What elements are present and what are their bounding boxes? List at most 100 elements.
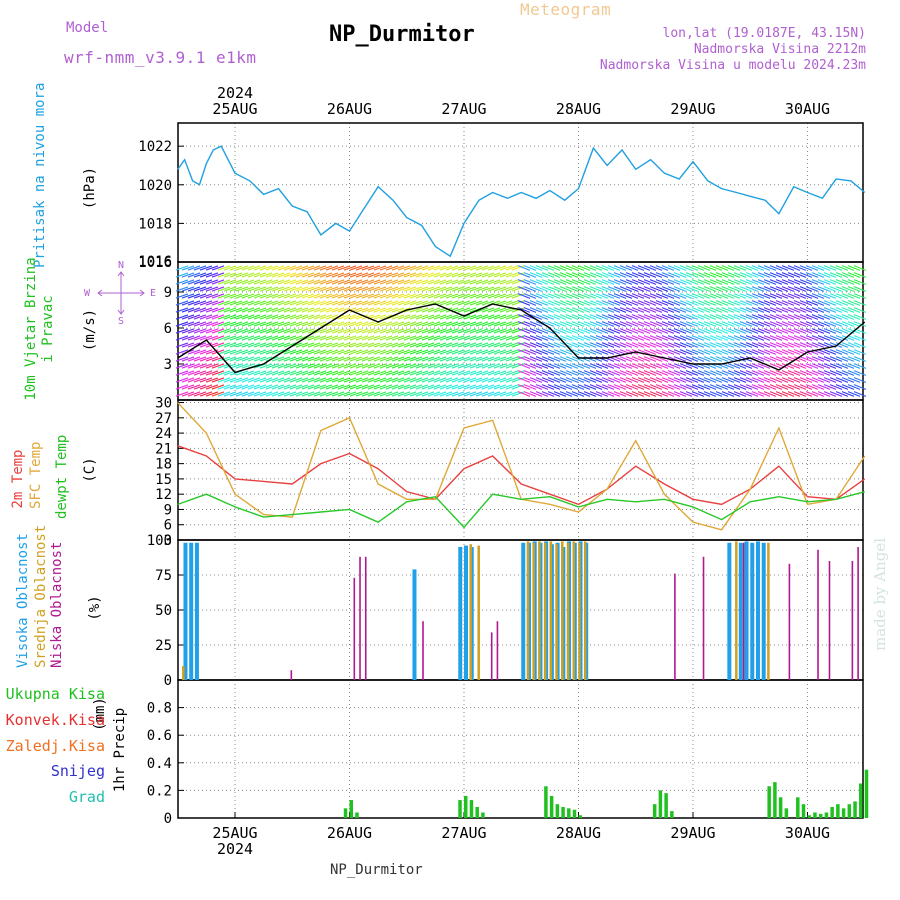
wind-barb: [835, 321, 849, 327]
wind-barb: [235, 321, 249, 327]
wind-barb: [595, 279, 609, 285]
wind-barb: [619, 384, 633, 390]
wind-barb: [181, 293, 195, 299]
wind-barb: [427, 300, 441, 306]
coordinates-label: lon,lat (19.0187E, 43.15N): [662, 26, 867, 41]
wind-barb: [793, 293, 807, 299]
wind-barb: [673, 391, 687, 397]
wind-barb: [601, 349, 615, 355]
wind-barb: [409, 349, 423, 355]
wind-barb: [463, 293, 477, 299]
wind-barb: [649, 335, 663, 341]
wind-barb: [427, 328, 441, 334]
wind-barb: [679, 377, 693, 383]
wind-barb: [247, 377, 261, 383]
wind-barb: [667, 265, 681, 271]
wind-barb: [517, 356, 531, 362]
wind-barb: [409, 377, 423, 383]
wind-barb: [337, 342, 351, 348]
wind-barb: [793, 328, 807, 334]
wind-barb: [445, 342, 459, 348]
wind-barb: [379, 321, 393, 327]
wind-barb: [337, 377, 351, 383]
wind-barb: [259, 349, 273, 355]
wind-barb: [469, 272, 483, 278]
wind-barb: [577, 328, 591, 334]
wind-barb: [727, 391, 741, 397]
wind-barb: [445, 363, 459, 369]
wind-barb: [727, 286, 741, 292]
wind-barb: [595, 384, 609, 390]
wind-barb: [343, 391, 357, 397]
wind-barb: [211, 272, 225, 278]
wind-barb: [751, 279, 765, 285]
wind-barb: [793, 363, 807, 369]
wind-barb: [313, 349, 327, 355]
wind-barb: [763, 286, 777, 292]
wind-barb: [787, 272, 801, 278]
wind-barb: [361, 300, 375, 306]
wind-barb: [361, 370, 375, 376]
wind-barb: [469, 349, 483, 355]
wind-barb: [229, 307, 243, 313]
wind-barb: [577, 377, 591, 383]
wind-barb: [319, 328, 333, 334]
wind-barb: [361, 279, 375, 285]
wind-barb: [217, 384, 231, 390]
wind-barb: [463, 335, 477, 341]
wind-barb: [667, 321, 681, 327]
wind-barb: [181, 321, 195, 327]
wind-barb: [829, 300, 843, 306]
wind-barb: [487, 272, 501, 278]
legend-total-precip: Ukupna Kisa: [5, 685, 105, 703]
wind-barb: [427, 363, 441, 369]
wind-barb: [241, 314, 255, 320]
wind-barb: [307, 335, 321, 341]
wind-barb: [721, 314, 735, 320]
wind-barb: [331, 300, 345, 306]
wind-barb: [271, 356, 285, 362]
wind-barb: [757, 356, 771, 362]
wind-barb: [691, 356, 705, 362]
wind-barb: [745, 335, 759, 341]
precip-bar-ukupna-kisa: [458, 800, 462, 818]
wind-barb: [613, 307, 627, 313]
wind-barb: [577, 272, 591, 278]
wind-barb: [709, 272, 723, 278]
wind-barb: [337, 328, 351, 334]
wind-barb: [259, 314, 273, 320]
wind-barb: [253, 391, 267, 397]
wind-barb: [703, 307, 717, 313]
wind-barb: [181, 370, 195, 376]
wind-barb: [613, 384, 627, 390]
wind-barb: [805, 300, 819, 306]
wind-barb: [433, 314, 447, 320]
wind-barb: [853, 293, 867, 299]
wind-barb: [355, 391, 369, 397]
wind-barb: [733, 384, 747, 390]
wind-barb: [697, 300, 711, 306]
cloud-bar-visoka-oblacnost: [183, 542, 188, 680]
wind-barb: [655, 342, 669, 348]
wind-barb: [463, 314, 477, 320]
wind-barb: [277, 363, 291, 369]
wind-barb: [823, 293, 837, 299]
wind-barb: [187, 300, 201, 306]
wind-barb: [259, 342, 273, 348]
wind-barb: [331, 279, 345, 285]
wind-barb: [409, 370, 423, 376]
wind-barb: [499, 314, 513, 320]
wind-barb: [649, 356, 663, 362]
wind-barb: [259, 321, 273, 327]
cloud-bar-srednja-oblacnost: [182, 666, 185, 680]
wind-barb: [403, 328, 417, 334]
wind-barb: [805, 384, 819, 390]
wind-barb: [685, 265, 699, 271]
wind-barb: [211, 349, 225, 355]
wind-barb: [433, 335, 447, 341]
wind-barb: [847, 335, 861, 341]
wind-barb: [439, 384, 453, 390]
wind-barb: [469, 377, 483, 383]
wind-barb: [709, 391, 723, 397]
wind-barb: [709, 279, 723, 285]
